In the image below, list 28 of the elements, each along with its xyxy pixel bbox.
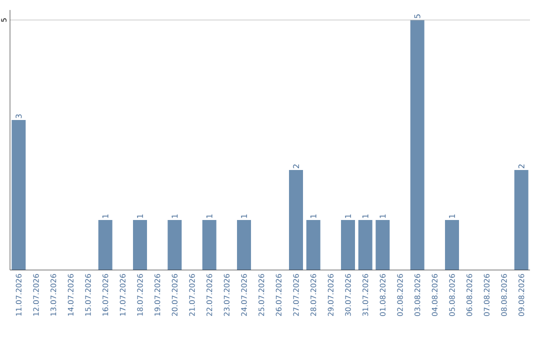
bar: [168, 220, 182, 270]
bar: [514, 170, 528, 270]
data-label: 2: [518, 164, 524, 168]
data-label: 1: [345, 214, 351, 218]
bar: [98, 220, 112, 270]
bar: [289, 170, 304, 270]
bar: [237, 220, 251, 270]
data-label: 5: [414, 14, 420, 18]
bar: [376, 220, 390, 270]
data-label: 1: [137, 214, 143, 218]
data-label: 2: [293, 164, 299, 168]
bar: [306, 220, 320, 270]
bar: [341, 220, 356, 270]
data-label: 1: [449, 214, 455, 218]
bar: [133, 220, 148, 270]
data-label: 1: [362, 214, 368, 218]
bar: [410, 20, 424, 270]
bar: [12, 120, 26, 270]
bar: [358, 220, 372, 270]
data-label: 1: [241, 214, 247, 218]
data-label: 1: [102, 214, 108, 218]
data-label: 1: [206, 214, 212, 218]
bar: [202, 220, 216, 270]
data-label: 1: [310, 214, 316, 218]
data-label: 1: [172, 214, 178, 218]
data-label: 1: [380, 214, 386, 218]
data-label: 3: [16, 114, 22, 118]
bar: [445, 220, 460, 270]
